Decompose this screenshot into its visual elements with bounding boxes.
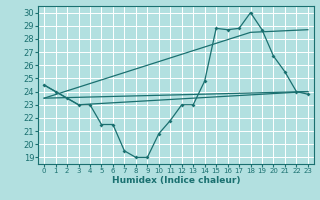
X-axis label: Humidex (Indice chaleur): Humidex (Indice chaleur)	[112, 176, 240, 185]
